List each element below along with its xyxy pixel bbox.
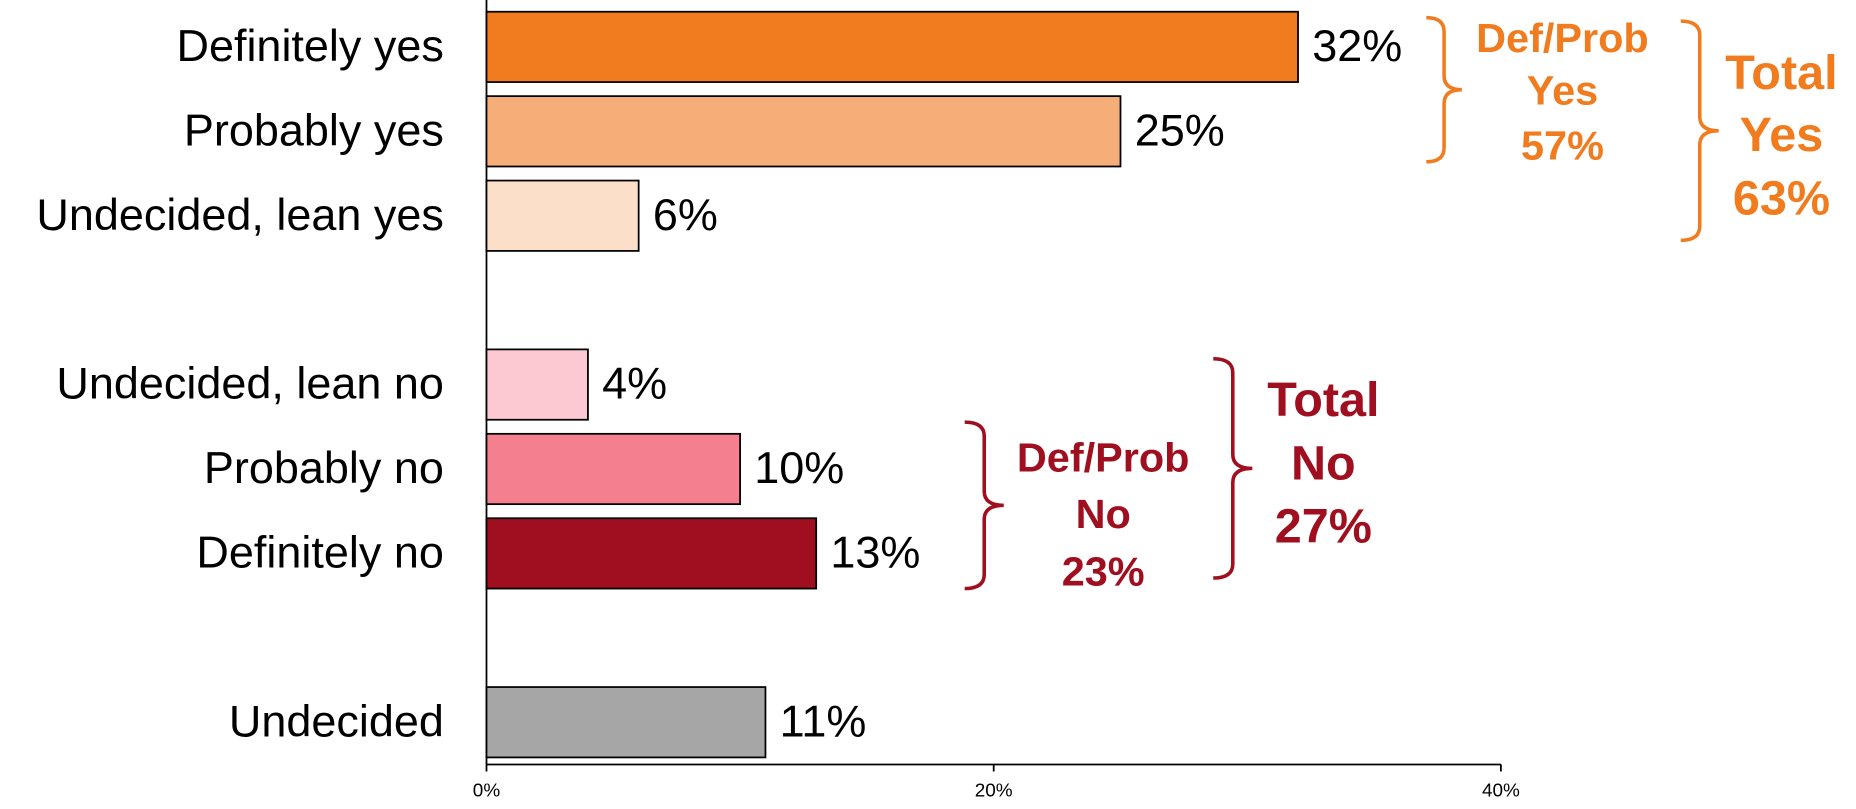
annotation: Def/Prob: [1476, 15, 1649, 61]
category-label: Probably yes: [184, 106, 444, 156]
category-label: Undecided: [229, 697, 444, 747]
annotation: Yes: [1527, 68, 1598, 114]
bar: [485, 179, 640, 252]
bracket: [964, 420, 1004, 591]
annotation: 23%: [1062, 549, 1145, 595]
value-label: 4%: [602, 359, 667, 409]
value-label: 25%: [1135, 106, 1225, 156]
bar: [485, 10, 1299, 83]
category-label: Definitely yes: [176, 21, 443, 71]
annotation: 57%: [1521, 123, 1604, 169]
bar: [485, 517, 818, 590]
annotation: No: [1291, 437, 1356, 491]
annotation: No: [1076, 491, 1131, 537]
bracket: [1426, 15, 1462, 164]
x-tick-label: 20%: [975, 779, 1013, 800]
annotation: Yes: [1740, 108, 1824, 162]
bar: [485, 348, 589, 421]
category-label: Undecided, lean no: [56, 359, 443, 409]
bar: [485, 95, 1122, 168]
bar: [485, 686, 767, 759]
category-label: Probably no: [204, 443, 444, 493]
annotation: Total: [1725, 46, 1837, 100]
annotation: 63%: [1733, 172, 1830, 226]
bar: [485, 432, 741, 506]
annotation: Def/Prob: [1017, 435, 1190, 481]
value-label: 6%: [653, 190, 718, 240]
x-tick-label: 0%: [473, 779, 501, 800]
annotation: Total: [1267, 373, 1379, 427]
value-label: 10%: [754, 443, 844, 493]
category-label: Definitely no: [196, 528, 443, 578]
value-label: 32%: [1312, 21, 1402, 71]
bracket: [1680, 19, 1719, 243]
annotation: 27%: [1275, 500, 1372, 554]
bracket: [1213, 357, 1253, 580]
category-label: Undecided, lean yes: [36, 190, 443, 240]
value-label: 13%: [830, 528, 920, 578]
x-tick-label: 40%: [1482, 779, 1520, 800]
value-label: 11%: [780, 697, 867, 747]
